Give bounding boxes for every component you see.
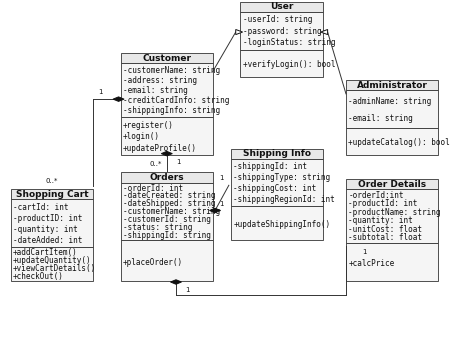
Text: -loginStatus: string: -loginStatus: string [243, 39, 335, 47]
FancyBboxPatch shape [240, 50, 323, 77]
Text: Customer: Customer [142, 54, 191, 63]
Text: +viewCartDetails(): +viewCartDetails() [13, 264, 96, 273]
Text: -status: string: -status: string [123, 223, 192, 232]
Text: Order Details: Order Details [358, 180, 426, 189]
Text: -productID: int: -productID: int [13, 214, 82, 223]
Text: -creditCardInfo: string: -creditCardInfo: string [123, 96, 229, 105]
Polygon shape [161, 151, 173, 156]
Text: 1: 1 [362, 249, 366, 255]
FancyBboxPatch shape [121, 53, 213, 63]
Polygon shape [210, 208, 220, 213]
FancyBboxPatch shape [121, 172, 213, 183]
Text: -email: string: -email: string [123, 86, 188, 95]
FancyBboxPatch shape [231, 149, 323, 159]
FancyBboxPatch shape [346, 243, 438, 281]
Text: -customerId: string: -customerId: string [123, 215, 211, 224]
Text: Orders: Orders [149, 173, 184, 182]
Text: -userId: string: -userId: string [243, 15, 312, 24]
FancyBboxPatch shape [240, 2, 323, 12]
Text: -subtotal: float: -subtotal: float [348, 233, 422, 243]
Text: 0..*: 0..* [46, 178, 58, 184]
Polygon shape [171, 280, 182, 284]
Text: -productId: int: -productId: int [348, 199, 418, 208]
Text: -customerName: string: -customerName: string [123, 66, 220, 75]
Text: -shippingType: string: -shippingType: string [233, 173, 330, 182]
Text: +updateQuantity(): +updateQuantity() [13, 256, 91, 265]
Text: -unitCost: float: -unitCost: float [348, 225, 422, 234]
Text: -cartId: int: -cartId: int [13, 203, 68, 212]
Text: +login(): +login() [123, 132, 160, 141]
FancyBboxPatch shape [10, 200, 93, 247]
Text: -shippingCost: int: -shippingCost: int [233, 184, 317, 193]
Text: +updateShippingInfo(): +updateShippingInfo() [233, 220, 330, 229]
FancyBboxPatch shape [121, 63, 213, 117]
Polygon shape [113, 97, 124, 101]
Text: +verifyLogin(): bool: +verifyLogin(): bool [243, 60, 335, 69]
Text: Shopping Cart: Shopping Cart [16, 190, 88, 199]
FancyBboxPatch shape [240, 12, 323, 50]
Text: -productName: string: -productName: string [348, 208, 441, 217]
Text: 0..*: 0..* [149, 161, 162, 167]
FancyBboxPatch shape [121, 117, 213, 155]
Text: Administrator: Administrator [356, 81, 428, 90]
FancyBboxPatch shape [346, 179, 438, 189]
Text: -orderId:int: -orderId:int [348, 191, 404, 200]
Text: -shippingId: string: -shippingId: string [123, 231, 211, 240]
Text: -shippingInfo: string: -shippingInfo: string [123, 106, 220, 115]
Text: User: User [270, 2, 293, 11]
Text: +checkOut(): +checkOut() [13, 272, 64, 281]
Text: +register(): +register() [123, 121, 174, 130]
FancyBboxPatch shape [346, 90, 438, 128]
FancyBboxPatch shape [121, 183, 213, 240]
Text: +addCartItem(): +addCartItem() [13, 248, 78, 257]
Text: -customerName: string: -customerName: string [123, 207, 220, 216]
Text: 1: 1 [219, 201, 224, 207]
Text: 1: 1 [98, 89, 102, 95]
Text: -quantity: int: -quantity: int [348, 216, 413, 225]
Text: +placeOrder(): +placeOrder() [123, 258, 183, 267]
FancyBboxPatch shape [346, 189, 438, 243]
Text: -dateShipped: string: -dateShipped: string [123, 200, 216, 208]
FancyBboxPatch shape [231, 206, 323, 240]
Text: -adminName: string: -adminName: string [348, 97, 431, 106]
Text: Shipping Info: Shipping Info [243, 149, 311, 158]
Text: -email: string: -email: string [348, 114, 413, 123]
Text: -dateAdded: int: -dateAdded: int [13, 236, 82, 245]
Text: -password: string: -password: string [243, 27, 321, 36]
FancyBboxPatch shape [121, 240, 213, 281]
Text: +calcPrice: +calcPrice [348, 259, 394, 268]
Text: 1: 1 [219, 175, 224, 182]
FancyBboxPatch shape [10, 247, 93, 281]
Text: -dateCreated: string: -dateCreated: string [123, 192, 216, 201]
Polygon shape [236, 30, 243, 35]
Text: 1: 1 [185, 287, 190, 293]
FancyBboxPatch shape [346, 80, 438, 90]
Text: +updateCatalog(): bool: +updateCatalog(): bool [348, 138, 450, 147]
Polygon shape [321, 30, 328, 35]
Text: -shippingRegionId: int: -shippingRegionId: int [233, 195, 335, 204]
Text: -quantity: int: -quantity: int [13, 225, 78, 234]
Text: -address: string: -address: string [123, 76, 197, 85]
Text: -orderId: int: -orderId: int [123, 184, 183, 193]
FancyBboxPatch shape [346, 128, 438, 155]
FancyBboxPatch shape [231, 159, 323, 206]
Text: +updateProfile(): +updateProfile() [123, 144, 197, 153]
Text: 1: 1 [176, 159, 181, 165]
Text: -shippingId: int: -shippingId: int [233, 162, 308, 171]
FancyBboxPatch shape [10, 189, 93, 200]
